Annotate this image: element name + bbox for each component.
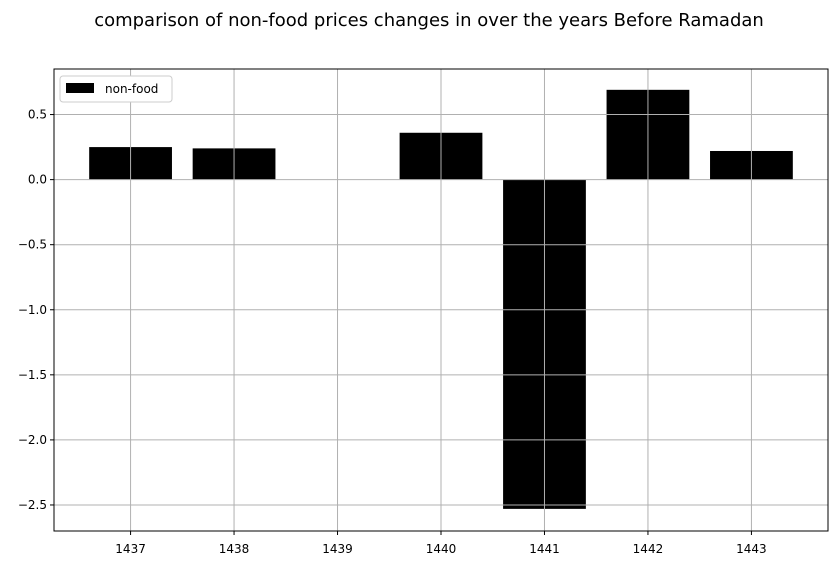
x-tick-label: 1439 bbox=[322, 542, 353, 556]
x-tick-label: 1437 bbox=[115, 542, 146, 556]
y-tick-label: 0.5 bbox=[28, 108, 47, 122]
ticks: 0.5 0.0 −0.5 −1.0 −1.5 −2.0 −2.5 1437 1438 1439 14… bbox=[18, 108, 767, 556]
legend-box bbox=[59, 75, 173, 103]
y-tick-label: 0.0 bbox=[28, 173, 47, 187]
y-tick-label: −1.0 bbox=[18, 303, 47, 317]
x-tick-label: 1438 bbox=[219, 542, 250, 556]
x-tick-label: 1442 bbox=[633, 542, 664, 556]
y-tick-label: −1.5 bbox=[18, 368, 47, 382]
legend-label: non-food bbox=[105, 82, 158, 96]
y-tick-label: −2.5 bbox=[18, 498, 47, 512]
y-tick-label: −2.0 bbox=[18, 433, 47, 447]
chart-title: comparison of non-food prices changes in… bbox=[94, 10, 764, 31]
x-tick-label: 1441 bbox=[529, 542, 560, 556]
legend-swatch bbox=[66, 83, 94, 93]
y-tick-label: −0.5 bbox=[18, 238, 47, 252]
legend: non-food bbox=[59, 75, 173, 103]
x-tick-label: 1443 bbox=[736, 542, 767, 556]
x-tick-label: 1440 bbox=[426, 542, 457, 556]
grid-lines bbox=[54, 69, 828, 531]
